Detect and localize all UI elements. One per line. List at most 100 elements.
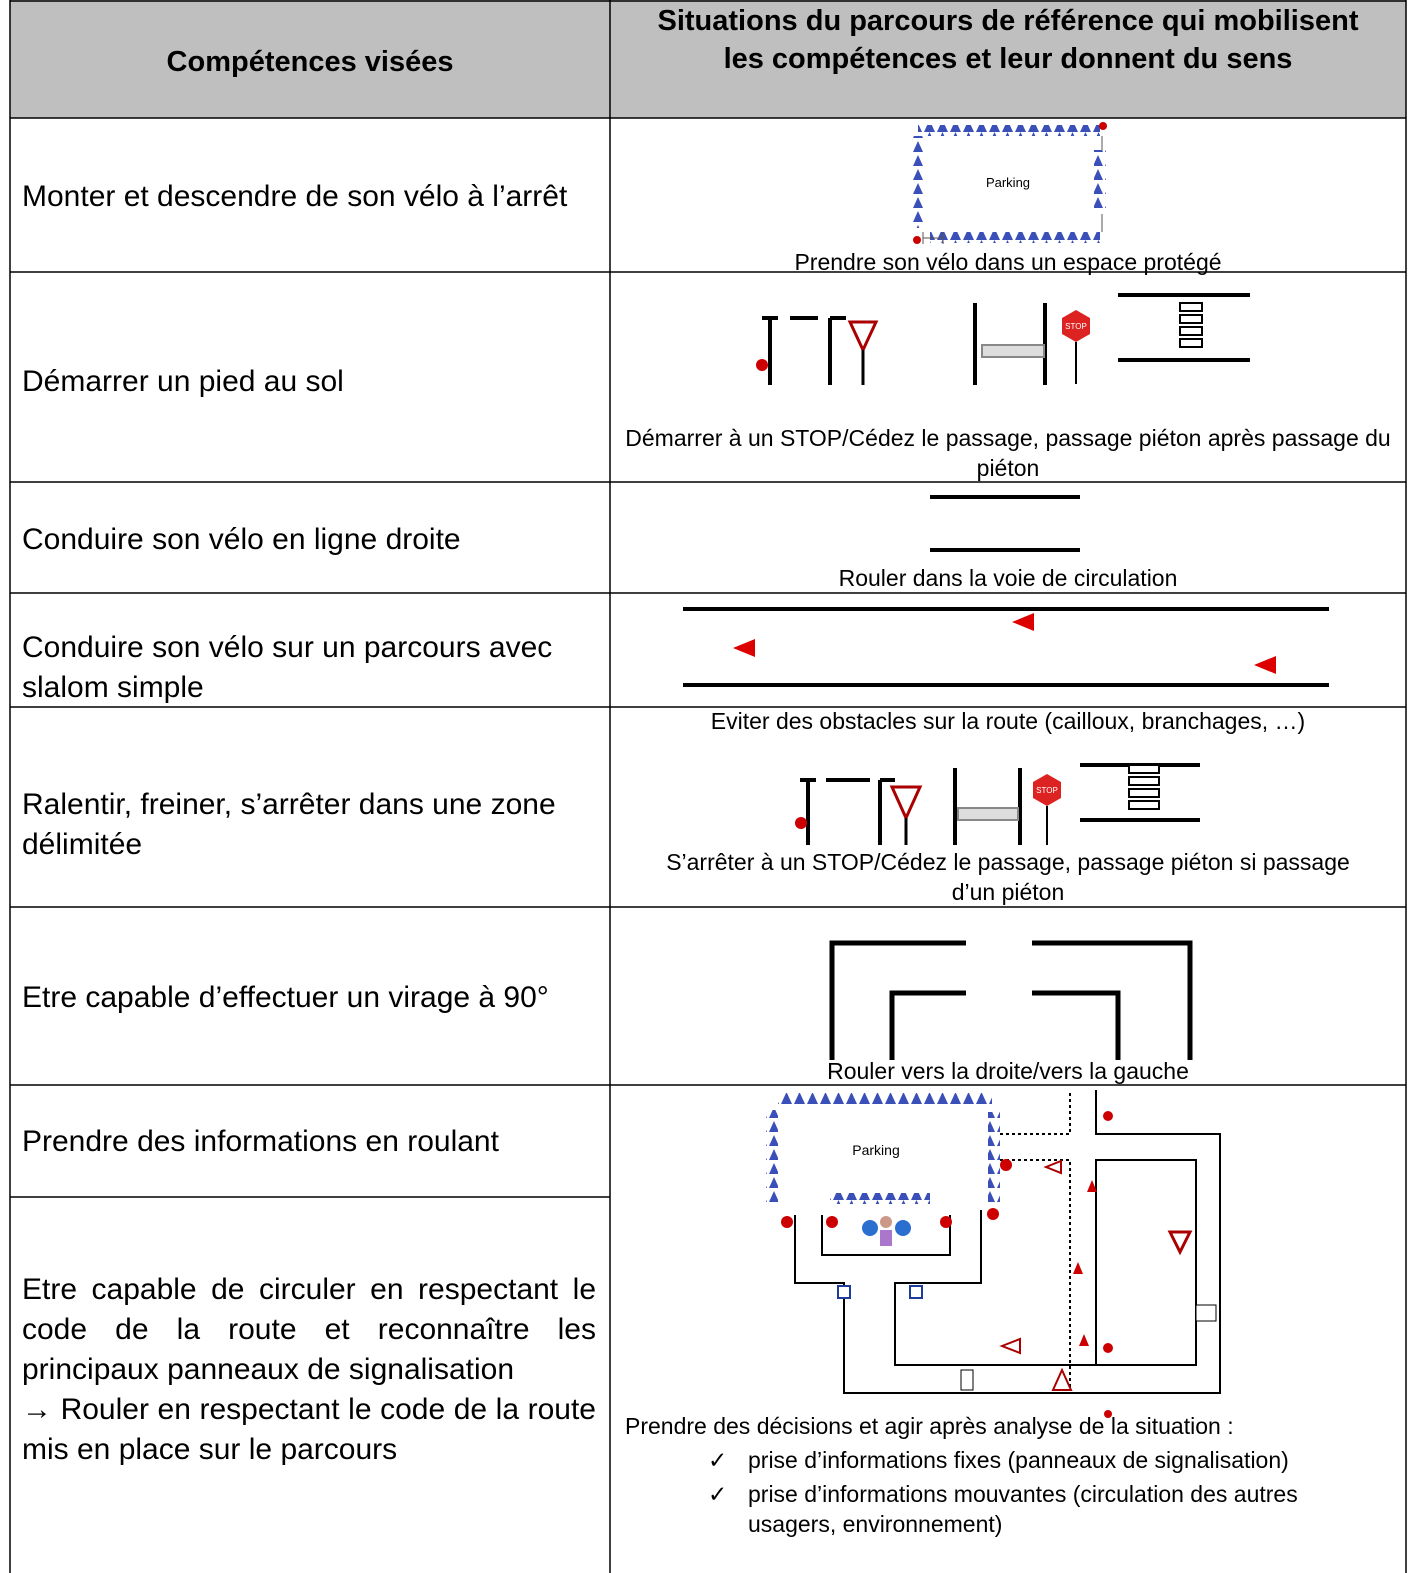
- situation: Rouler dans la voie de circulation: [838, 565, 1178, 591]
- diagram-shape: [826, 1216, 838, 1228]
- check-mark: ✓: [708, 1481, 728, 1507]
- diagram-shape: [909, 1285, 923, 1299]
- diagram-shape: [830, 1193, 930, 1204]
- diagram-shape: [862, 1220, 878, 1236]
- diagram-shape: [1103, 1111, 1113, 1121]
- diagram-shape: [733, 613, 1276, 674]
- diagram-shape: [957, 807, 1019, 821]
- diagram-shape: [1099, 122, 1107, 130]
- competence: Monter et descendre de son vélo à l’arrê…: [22, 180, 568, 213]
- diagram-shape: [930, 232, 1100, 243]
- diagram-shape: [1051, 1367, 1073, 1391]
- diagram-shape: [912, 136, 924, 228]
- diagram-shape: [1073, 1262, 1083, 1274]
- diagram-shape: [847, 320, 879, 354]
- diagram-shape: [988, 1112, 1000, 1204]
- diagram-shape: [862, 1220, 911, 1236]
- diagram-shape: [1104, 1410, 1112, 1418]
- diagram-shape: [1033, 774, 1061, 806]
- diagram-shape: [837, 1285, 851, 1299]
- diagram-shape: [1094, 150, 1106, 210]
- diagram-shape: [10, 0, 1406, 118]
- sign-label: STOP: [1036, 786, 1058, 795]
- diagram-shape: [1062, 310, 1090, 342]
- diagram-shape: [973, 293, 1250, 385]
- diagram-shape: [895, 1220, 911, 1236]
- diagram-shape: [918, 125, 1100, 136]
- diagram-shape: [987, 1208, 999, 1220]
- diagram-shape: [981, 344, 1045, 358]
- diagram-shape: [1128, 788, 1160, 798]
- diagram-shape: [940, 1216, 952, 1228]
- list-item: prise d’informations mouvantes (circulat…: [748, 1481, 1298, 1537]
- situation: Prendre des décisions et agir après anal…: [625, 1413, 1234, 1439]
- diagram-shape: [1012, 613, 1034, 631]
- competence: Ralentir, freiner, s’arrêter dans une zo…: [22, 788, 556, 861]
- situation: Prendre son vélo dans un espace protégé: [794, 249, 1222, 275]
- diagram-shape: [1179, 326, 1203, 336]
- header-cell: Compétences visées: [166, 46, 454, 78]
- diagram-shape: [683, 607, 1329, 687]
- diagram-shape: [1079, 1334, 1089, 1346]
- diagram-shape: [930, 495, 1080, 552]
- competence: Etre capable de circuler en respectant l…: [22, 1273, 596, 1386]
- diagram-shape: [1195, 1304, 1217, 1322]
- diagram-shape: [960, 1304, 1217, 1391]
- diagram-shape: [766, 1110, 778, 1202]
- diagram-shape: [794, 1090, 1221, 1394]
- competence: Conduire son vélo en ligne droite: [22, 523, 461, 556]
- competence: → Rouler en respectant le code de la rou…: [22, 1393, 596, 1466]
- diagram-shape: [756, 359, 768, 371]
- competence: Démarrer un pied au sol: [22, 365, 344, 398]
- diagram-shape: [778, 1093, 992, 1104]
- diagram-shape: [1128, 800, 1160, 810]
- diagram-shape: [829, 940, 1193, 1060]
- diagram-shape: [794, 1090, 1221, 1394]
- diagram-shape: [1000, 1159, 1012, 1171]
- diagram-shape: [880, 1230, 892, 1246]
- list-item: prise d’informations fixes (panneaux de …: [748, 1447, 1289, 1473]
- diagram-label: Parking: [852, 1142, 899, 1158]
- diagram-shape: [9, 0, 1407, 1573]
- diagram-shape: [781, 1111, 1113, 1418]
- diagram-shape: [795, 817, 807, 829]
- diagram-shape: [762, 316, 846, 385]
- diagram-shape: [913, 236, 921, 244]
- sign-label: STOP: [1065, 322, 1087, 331]
- diagram-shape: [1167, 1230, 1193, 1256]
- diagram-shape: [1179, 302, 1203, 312]
- diagram-shape: [1179, 302, 1203, 348]
- diagram-shape: [889, 785, 923, 822]
- situation: Rouler vers la droite/vers la gauche: [827, 1058, 1189, 1084]
- competence: Conduire son vélo sur un parcours avec s…: [22, 631, 553, 704]
- diagram-shape: [781, 1216, 793, 1228]
- header-cell: Situations du parcours de référence qui …: [657, 5, 1359, 75]
- diagram-shape: [922, 136, 1103, 244]
- diagram-shape: [733, 639, 755, 657]
- diagram-shape: [1179, 314, 1203, 324]
- situation: Eviter des obstacles sur la route (caill…: [710, 708, 1306, 734]
- diagram-shape: [880, 1216, 892, 1228]
- situation: S’arrêter à un STOP/Cédez le passage, pa…: [666, 849, 1350, 905]
- competence: Etre capable d’effectuer un virage à 90°: [22, 981, 549, 1014]
- diagram-label: Parking: [986, 175, 1030, 190]
- competence: Prendre des informations en roulant: [22, 1125, 499, 1158]
- diagram-shape: [960, 1369, 974, 1391]
- check-mark: ✓: [708, 1447, 728, 1473]
- diagram-shape: [762, 293, 1250, 385]
- diagram-shape: [1254, 656, 1276, 674]
- diagram-shape: [1103, 1343, 1113, 1353]
- diagram-shape: [1000, 1090, 1071, 1390]
- diagram-shape: [999, 1337, 1021, 1355]
- diagram-shape: [1128, 764, 1160, 774]
- diagram-shape: [1128, 764, 1160, 810]
- diagram-shape: [837, 1285, 923, 1299]
- diagram-shape: [829, 940, 1193, 1060]
- diagram-shape: [1179, 338, 1203, 348]
- diagram-shape: [1043, 1159, 1062, 1175]
- situation: Démarrer à un STOP/Cédez le passage, pas…: [625, 425, 1391, 481]
- diagram-shape: [1128, 776, 1160, 786]
- diagram-shape: [1087, 1180, 1097, 1192]
